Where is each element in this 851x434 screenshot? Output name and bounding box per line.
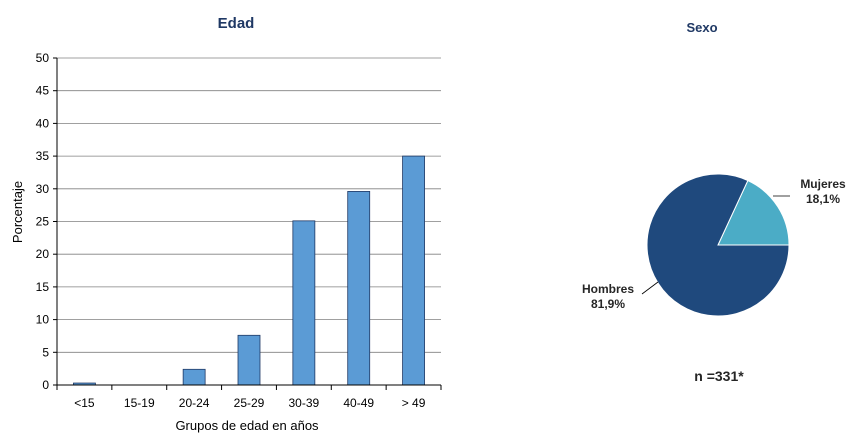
y-axis-label: Porcentaje — [10, 181, 25, 243]
slice-label-mujeres-value: 18,1% — [806, 192, 840, 206]
pie-slices — [646, 173, 790, 317]
y-axis-ticks: 0 5 10 15 20 25 30 35 40 45 50 — [36, 51, 57, 392]
bar-6 — [347, 191, 371, 386]
hombres-leader-line — [641, 281, 659, 295]
y-tick-label: 5 — [42, 345, 49, 359]
x-tick-label: <15 — [74, 396, 95, 410]
y-tick-label: 35 — [36, 149, 50, 163]
bar-5 — [292, 220, 316, 386]
x-tick-label: 20-24 — [179, 396, 210, 410]
y-tick-label: 45 — [36, 84, 50, 98]
x-axis-ticks: <15 15-19 20-24 25-29 30-39 40-49 > 49 — [56, 385, 442, 410]
y-tick-label: 20 — [36, 247, 50, 261]
x-tick-label: > 49 — [402, 396, 426, 410]
bars — [73, 155, 425, 386]
bar-7 — [402, 155, 425, 386]
slice-label-mujeres-name: Mujeres — [800, 177, 846, 191]
y-tick-label: 15 — [36, 280, 50, 294]
y-tick-label: 30 — [36, 182, 50, 196]
y-tick-label: 40 — [36, 116, 50, 130]
x-tick-label: 40-49 — [343, 396, 374, 410]
y-tick-label: 50 — [36, 51, 50, 65]
bar-3 — [182, 368, 206, 386]
slice-label-hombres-name: Hombres — [582, 282, 634, 296]
y-tick-label: 10 — [36, 313, 50, 327]
pie-slice-hombres — [646, 173, 790, 317]
pie-chart: Sexo Mujeres 18,1% Hombres 81,9% n =331* — [582, 20, 846, 384]
pie-chart-title: Sexo — [686, 20, 717, 35]
gridlines — [57, 57, 441, 353]
bar-4 — [237, 334, 261, 386]
x-tick-label: 25-29 — [234, 396, 265, 410]
x-axis-label: Grupos de edad en años — [175, 418, 319, 433]
x-tick-label: 15-19 — [124, 396, 155, 410]
bar-chart: Edad Porcentaje Grupos de edad en años 0… — [10, 15, 442, 433]
y-tick-label: 25 — [36, 215, 50, 229]
sample-size-note: n =331* — [694, 368, 744, 384]
pie-slice-mujeres — [717, 179, 790, 246]
x-tick-label: 30-39 — [289, 396, 320, 410]
bar-chart-title: Edad — [218, 15, 255, 32]
slice-label-hombres-value: 81,9% — [591, 297, 625, 311]
y-tick-label: 0 — [42, 378, 49, 392]
